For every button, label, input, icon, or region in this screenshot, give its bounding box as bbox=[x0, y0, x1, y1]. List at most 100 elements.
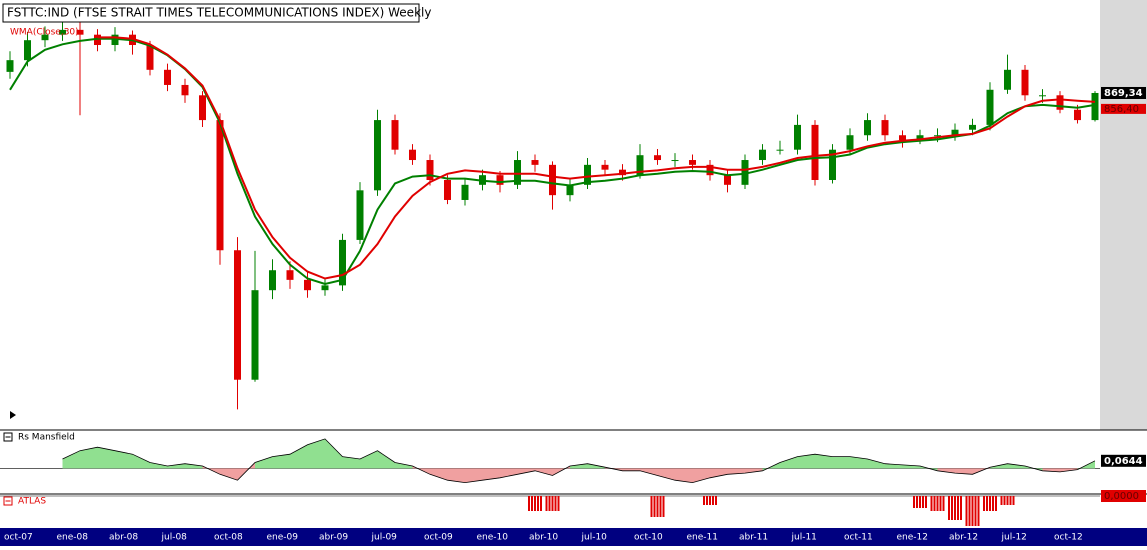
line bbox=[62, 438, 1096, 484]
line bbox=[9, 37, 1096, 286]
candle-body bbox=[829, 149, 836, 180]
candle-body bbox=[199, 95, 206, 121]
candle-body bbox=[234, 250, 241, 380]
area-segment bbox=[132, 454, 150, 469]
candle-body bbox=[146, 45, 154, 70]
x-tick-label: oct-10 bbox=[634, 533, 663, 543]
area-segment bbox=[902, 464, 920, 469]
candle-body bbox=[94, 34, 101, 46]
legend-entry: WMA(Close,30) bbox=[10, 28, 79, 38]
x-tick-label: ene-10 bbox=[477, 533, 509, 543]
value-tag bbox=[1101, 86, 1146, 99]
candle-body bbox=[356, 190, 364, 240]
candle-body bbox=[706, 164, 714, 176]
candle-body bbox=[986, 89, 994, 125]
candle-body bbox=[654, 155, 661, 161]
candle-body bbox=[846, 135, 854, 150]
candle-body bbox=[1004, 69, 1011, 90]
candle-body bbox=[689, 160, 696, 165]
x-tick-label: oct-12 bbox=[1054, 533, 1083, 543]
candle-body bbox=[164, 69, 171, 85]
candle-body bbox=[916, 135, 924, 141]
candle-body bbox=[1091, 92, 1099, 121]
candle-body bbox=[671, 160, 679, 162]
area-segment bbox=[430, 468, 448, 481]
candle-body bbox=[6, 60, 14, 72]
time-axis bbox=[0, 528, 1147, 546]
area-segment bbox=[815, 454, 833, 469]
candle-body bbox=[584, 164, 591, 185]
value-tag bbox=[1101, 103, 1146, 114]
value-tag bbox=[1101, 490, 1146, 502]
candle-body bbox=[59, 29, 66, 35]
area-segment bbox=[80, 447, 98, 469]
area-segment bbox=[290, 444, 308, 469]
candle-body bbox=[181, 84, 189, 96]
area-segment bbox=[640, 468, 658, 476]
candle-body bbox=[811, 124, 819, 180]
candle-body bbox=[269, 270, 276, 291]
x-tick-label: oct-11 bbox=[844, 533, 873, 543]
candle-body bbox=[881, 120, 889, 136]
area-segment bbox=[727, 468, 745, 475]
area-segment bbox=[482, 468, 500, 481]
area-segment bbox=[325, 438, 343, 469]
candle-body bbox=[969, 124, 976, 130]
candle-body bbox=[1056, 95, 1064, 110]
area-segment bbox=[797, 454, 815, 469]
x-tick-label: oct-08 bbox=[214, 533, 243, 543]
x-tick-label: abr-09 bbox=[319, 533, 348, 543]
x-tick-label: abr-10 bbox=[529, 533, 558, 543]
candle-body bbox=[76, 29, 84, 35]
area-segment bbox=[955, 468, 973, 475]
area-segment bbox=[185, 463, 203, 469]
x-tick-label: jul-09 bbox=[371, 533, 398, 543]
candle-body bbox=[444, 179, 451, 200]
candle-body bbox=[794, 124, 801, 150]
candle-body bbox=[1074, 109, 1081, 121]
area-segment bbox=[937, 468, 955, 474]
chart-title: FSTTC:IND (FTSE STRAIT TIMES TELECOMMUNI… bbox=[7, 6, 431, 20]
area-segment bbox=[780, 456, 798, 469]
x-tick-label: abr-12 bbox=[949, 533, 978, 543]
area-segment bbox=[307, 438, 325, 469]
x-tick-label: ene-11 bbox=[687, 533, 718, 543]
candle-body bbox=[724, 175, 731, 185]
area-segment bbox=[465, 468, 483, 483]
x-tick-label: jul-11 bbox=[791, 533, 817, 543]
area-segment bbox=[535, 468, 553, 476]
x-tick-label: jul-12 bbox=[1001, 533, 1027, 543]
candle-body bbox=[41, 34, 49, 41]
candle-body bbox=[566, 184, 574, 196]
pane-title: ATLAS bbox=[18, 497, 46, 507]
value-tag bbox=[1101, 454, 1146, 467]
candle-body bbox=[531, 160, 539, 165]
x-tick-label: ene-12 bbox=[897, 533, 928, 543]
area-segment bbox=[745, 468, 763, 474]
area-segment bbox=[710, 468, 728, 478]
area-segment bbox=[1007, 463, 1025, 469]
expand-arrow[interactable] bbox=[10, 411, 16, 419]
area-segment bbox=[150, 462, 168, 469]
x-tick-label: ene-09 bbox=[267, 533, 299, 543]
area-segment bbox=[447, 468, 465, 483]
x-tick-label: abr-08 bbox=[109, 533, 138, 543]
area-segment bbox=[517, 468, 535, 475]
candle-body bbox=[111, 34, 119, 46]
x-tick-label: abr-11 bbox=[739, 533, 768, 543]
candle-body bbox=[636, 155, 644, 176]
area-segment bbox=[360, 450, 378, 469]
candle-body bbox=[549, 164, 556, 196]
x-tick-label: jul-10 bbox=[581, 533, 608, 543]
value-tag-label: 856,40 bbox=[1104, 104, 1139, 115]
title-box bbox=[2, 3, 420, 23]
candle-body bbox=[339, 239, 346, 286]
candle-body bbox=[24, 40, 31, 61]
plot: oct-07 ene-08 abr-08 jul-08 oct-08 ene-09 abr-… bbox=[0, 20, 1146, 543]
candle-body bbox=[321, 285, 329, 291]
value-tag-label: 869,34 bbox=[1104, 88, 1143, 99]
area-segment bbox=[500, 468, 518, 478]
area-segment bbox=[675, 468, 693, 483]
candle-body bbox=[899, 135, 906, 141]
